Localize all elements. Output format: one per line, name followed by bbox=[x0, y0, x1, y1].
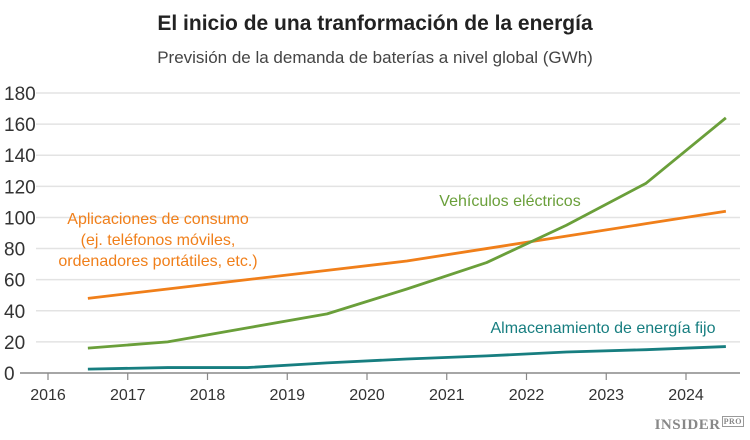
y-tick-label: 160 bbox=[4, 115, 36, 136]
y-tick-label: 140 bbox=[4, 146, 36, 167]
x-tick-label: 2021 bbox=[429, 387, 465, 404]
y-tick-label: 80 bbox=[4, 240, 25, 261]
y-tick-label: 40 bbox=[4, 302, 25, 323]
y-tick-label: 0 bbox=[4, 364, 15, 385]
y-tick-label: 100 bbox=[4, 208, 36, 229]
chart-subtitle: Previsión de la demanda de baterías a ni… bbox=[157, 48, 593, 67]
series-label-consumer-apps: ordenadores portátiles, etc.) bbox=[58, 253, 257, 270]
x-tick-label: 2024 bbox=[668, 387, 704, 404]
y-tick-label: 20 bbox=[4, 333, 25, 354]
y-tick-label: 180 bbox=[4, 84, 36, 105]
chart-title: El inicio de una tranformación de la ene… bbox=[157, 12, 593, 35]
x-tick-label: 2020 bbox=[349, 387, 385, 404]
insider-pro-logo: INSIDER PRO bbox=[654, 416, 744, 434]
y-tick-label: 60 bbox=[4, 271, 25, 292]
series-label-electric-vehicles: Vehículos eléctricos bbox=[439, 193, 580, 210]
x-tick-label: 2019 bbox=[269, 387, 305, 404]
series-label-stationary-storage: Almacenamiento de energía fijo bbox=[490, 320, 715, 337]
series-label-consumer-apps: Aplicaciones de consumo bbox=[67, 211, 249, 228]
x-tick-label: 2017 bbox=[110, 387, 146, 404]
brand-suffix: PRO bbox=[721, 416, 744, 427]
x-tick-label: 2018 bbox=[190, 387, 226, 404]
x-tick-label: 2023 bbox=[588, 387, 624, 404]
y-tick-label: 120 bbox=[4, 177, 36, 198]
brand-name: INSIDER bbox=[654, 417, 721, 433]
series-line-stationary-storage bbox=[87, 345, 726, 371]
x-tick-label: 2022 bbox=[509, 387, 545, 404]
series-label-consumer-apps: (ej. teléfonos móviles, bbox=[81, 232, 236, 249]
x-tick-label: 2016 bbox=[30, 387, 66, 404]
